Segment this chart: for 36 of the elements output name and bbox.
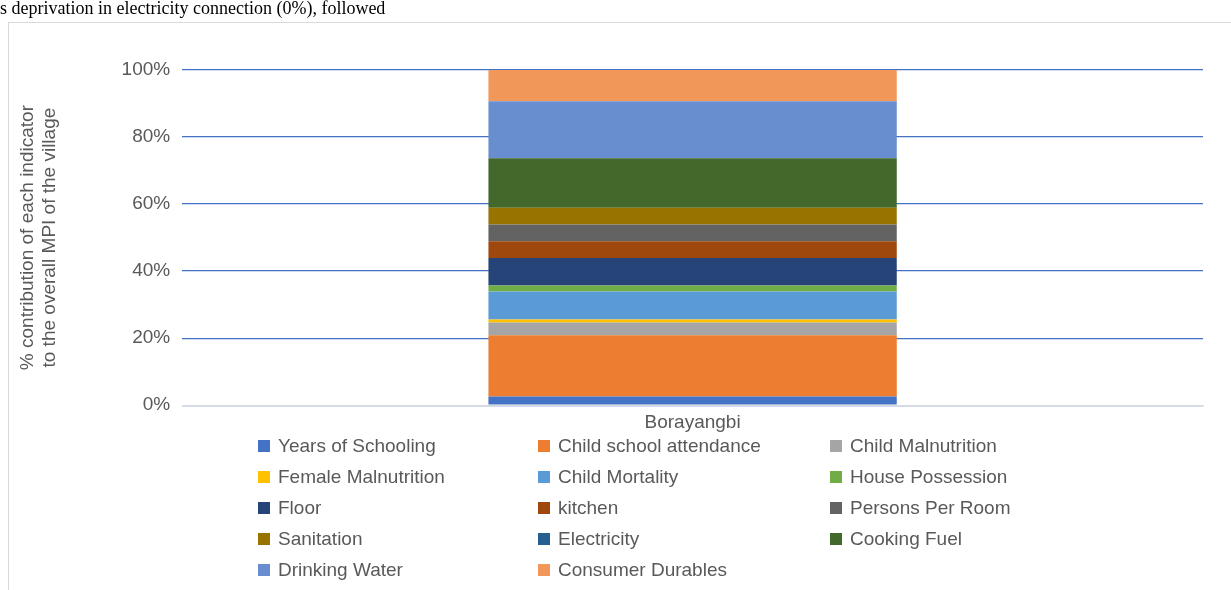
bar bbox=[488, 207, 897, 225]
y-tick-label: 20% bbox=[132, 326, 171, 348]
bar bbox=[488, 224, 897, 242]
legend-label: kitchen bbox=[558, 496, 619, 519]
legend-label: Child Malnutrition bbox=[850, 434, 997, 457]
y-tick-label: 100% bbox=[121, 58, 171, 80]
legend-label: Sanitation bbox=[278, 527, 363, 550]
legend-label: Electricity bbox=[558, 527, 640, 550]
bar bbox=[488, 158, 897, 208]
legend-label: Consumer Durables bbox=[558, 558, 727, 581]
bar bbox=[488, 258, 897, 286]
legend-label: Floor bbox=[278, 496, 322, 519]
legend-label: House Possession bbox=[850, 465, 1008, 488]
bar bbox=[488, 70, 897, 102]
legend-label: Years of Schooling bbox=[278, 434, 436, 457]
legend-label: Child school attendance bbox=[558, 434, 761, 457]
bar bbox=[488, 291, 897, 320]
legend-label: Drinking Water bbox=[278, 558, 403, 581]
y-axis-title: % contribution of each indicator to the overall MPI of the village bbox=[15, 104, 60, 371]
legend-label: Child Mortality bbox=[558, 465, 679, 488]
bar bbox=[488, 319, 897, 323]
y-tick-label: 0% bbox=[142, 393, 171, 415]
legend-label: Cooking Fuel bbox=[850, 527, 962, 550]
y-tick-label: 60% bbox=[132, 192, 171, 214]
bar bbox=[488, 322, 897, 336]
legend-label: Persons Per Room bbox=[850, 496, 1011, 519]
bar bbox=[488, 285, 897, 292]
y-tick-label: 80% bbox=[132, 125, 171, 147]
y-tick-label: 40% bbox=[132, 259, 171, 281]
x-tick-label: Borayangbi bbox=[644, 410, 741, 432]
legend-label: Female Malnutrition bbox=[278, 465, 445, 488]
bar bbox=[488, 396, 897, 405]
bar bbox=[488, 101, 897, 159]
bar bbox=[488, 241, 897, 259]
bar bbox=[488, 335, 897, 397]
text: s deprivation in electricity connection (0%), followed bbox=[0, 0, 386, 19]
